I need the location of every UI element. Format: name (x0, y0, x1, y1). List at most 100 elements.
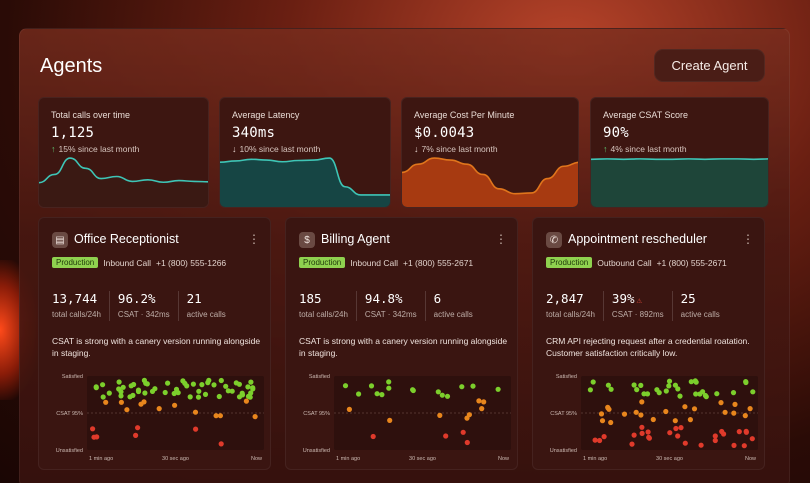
satisfied-point (356, 391, 362, 397)
agent-stats: 13,744 total calls/24h 96.2% CSAT · 342ms … (52, 291, 260, 321)
unsatisfied-point (370, 433, 376, 440)
neutral-point (621, 411, 628, 417)
satisfied-point (608, 386, 614, 392)
unsatisfied-point (218, 441, 224, 447)
satisfied-point (162, 389, 168, 396)
satisfied-point (118, 393, 124, 399)
sparkline-chart (220, 157, 390, 207)
sparkline-area (220, 158, 390, 207)
satisfied-point (223, 383, 229, 389)
dollar-icon: $ (299, 232, 315, 248)
satisfied-point (342, 383, 349, 389)
metric-card-latency[interactable]: Average Latency 340ms ↓ 10% since last mo… (219, 97, 391, 208)
satisfied-point (444, 393, 451, 399)
satisfied-point (199, 382, 205, 388)
satisfied-point (187, 394, 193, 400)
y-axis-label: Satisfied (62, 374, 83, 380)
x-axis-label: 30 sec ago (656, 456, 683, 462)
neutral-point (252, 414, 258, 420)
satisfied-point (666, 383, 672, 389)
neutral-point (672, 418, 678, 424)
total-calls-value: 13,744 (52, 291, 98, 306)
create-agent-button[interactable]: Create Agent (654, 49, 765, 82)
total-calls-value: 2,847 (546, 291, 584, 306)
neutral-point (598, 411, 605, 417)
satisfied-point (247, 394, 253, 400)
satisfied-point (379, 392, 385, 398)
neutral-point (638, 412, 644, 418)
unsatisfied-point (133, 432, 139, 438)
neutral-point (217, 413, 223, 419)
satisfied-point (495, 386, 501, 392)
unsatisfied-point (90, 426, 96, 432)
sparkline-chart (39, 157, 208, 207)
metric-delta-text: 4% since last month (610, 144, 687, 154)
satisfied-point (386, 379, 392, 385)
metric-title: Average CSAT Score (603, 110, 689, 120)
metric-card-total-calls[interactable]: Total calls over time 1,125 ↑ 15% since l… (38, 97, 209, 208)
agent-card-appointment-rescheduler[interactable]: ✆ Appointment rescheduler ⋮ Production O… (532, 217, 765, 470)
satisfied-point (368, 383, 375, 389)
x-axis-label: 1 min ago (336, 456, 360, 462)
x-axis-label: Now (498, 456, 509, 462)
active-calls-label: active calls (433, 310, 473, 319)
satisfied-point (641, 391, 647, 397)
more-options-icon[interactable]: ⋮ (248, 232, 260, 246)
agent-card-office-receptionist[interactable]: ▤ Office Receptionist ⋮ Production Inbou… (38, 217, 271, 470)
y-axis-label: Satisfied (309, 374, 330, 380)
arrow-up-icon: ↑ (51, 144, 56, 154)
metric-title: Average Latency (232, 110, 300, 120)
satisfied-point (225, 388, 231, 394)
neutral-point (156, 406, 162, 412)
neutral-point (639, 399, 645, 405)
agent-name: Billing Agent (321, 232, 390, 246)
sparkline-line (39, 157, 208, 184)
csat-scatter-chart: Satisfied CSAT 95% Unsatisfied 1 min ago 30 … (303, 374, 511, 462)
satisfied-point (638, 382, 644, 388)
unsatisfied-point (646, 434, 652, 440)
status-badge: Production (546, 257, 593, 268)
unsatisfied-point (193, 426, 199, 432)
satisfied-point (654, 387, 660, 393)
metric-title: Total calls over time (51, 110, 131, 120)
phone-number: +1 (800) 555-1266 (155, 257, 227, 268)
total-calls-value: 185 (299, 291, 322, 306)
sparkline-area (402, 158, 578, 207)
metric-delta: ↓ 7% since last month (414, 144, 498, 154)
satisfied-point (202, 391, 209, 397)
metric-card-csat[interactable]: Average CSAT Score 90% ↑ 4% since last mo… (590, 97, 769, 208)
metric-delta: ↑ 15% since last month (51, 144, 139, 154)
metric-value: 340ms (232, 125, 276, 141)
call-type: Inbound Call (103, 257, 151, 268)
metric-card-cost[interactable]: Average Cost Per Minute $0.0043 ↓ 7% sinc… (401, 97, 579, 208)
phone-number: +1 (800) 555-2671 (402, 257, 474, 268)
y-axis-label: CSAT 95% (550, 411, 577, 417)
satisfied-point (120, 384, 126, 390)
agent-name: Office Receptionist (74, 232, 179, 246)
more-options-icon[interactable]: ⋮ (495, 232, 507, 246)
unsatisfied-point (597, 437, 603, 444)
satisfied-point (93, 385, 99, 391)
total-calls-label: total calls/24h (52, 310, 101, 319)
satisfied-point (190, 381, 196, 387)
neutral-point (650, 416, 656, 423)
more-options-icon[interactable]: ⋮ (742, 232, 754, 246)
metric-delta: ↑ 4% since last month (603, 144, 687, 154)
x-axis-label: 30 sec ago (162, 456, 189, 462)
sparkline-chart (591, 158, 768, 207)
satisfied-point (245, 384, 251, 390)
satisfied-point (116, 386, 122, 392)
satisfied-point (218, 377, 224, 384)
satisfied-point (693, 391, 699, 397)
satisfied-point (730, 390, 737, 396)
agent-card-billing-agent[interactable]: $ Billing Agent ⋮ Production Inbound Cal… (285, 217, 518, 470)
satisfied-point (374, 391, 380, 397)
neutral-point (731, 410, 737, 416)
neutral-point (608, 419, 614, 426)
satisfied-point (459, 384, 465, 390)
satisfied-point (165, 380, 171, 386)
csat-value-text: 39% (611, 291, 635, 306)
office-building-icon: ▤ (52, 232, 68, 248)
csat-scatter-chart: Satisfied CSAT 95% Unsatisfied 1 min ago 30 … (550, 374, 758, 462)
unsatisfied-point (678, 425, 684, 431)
